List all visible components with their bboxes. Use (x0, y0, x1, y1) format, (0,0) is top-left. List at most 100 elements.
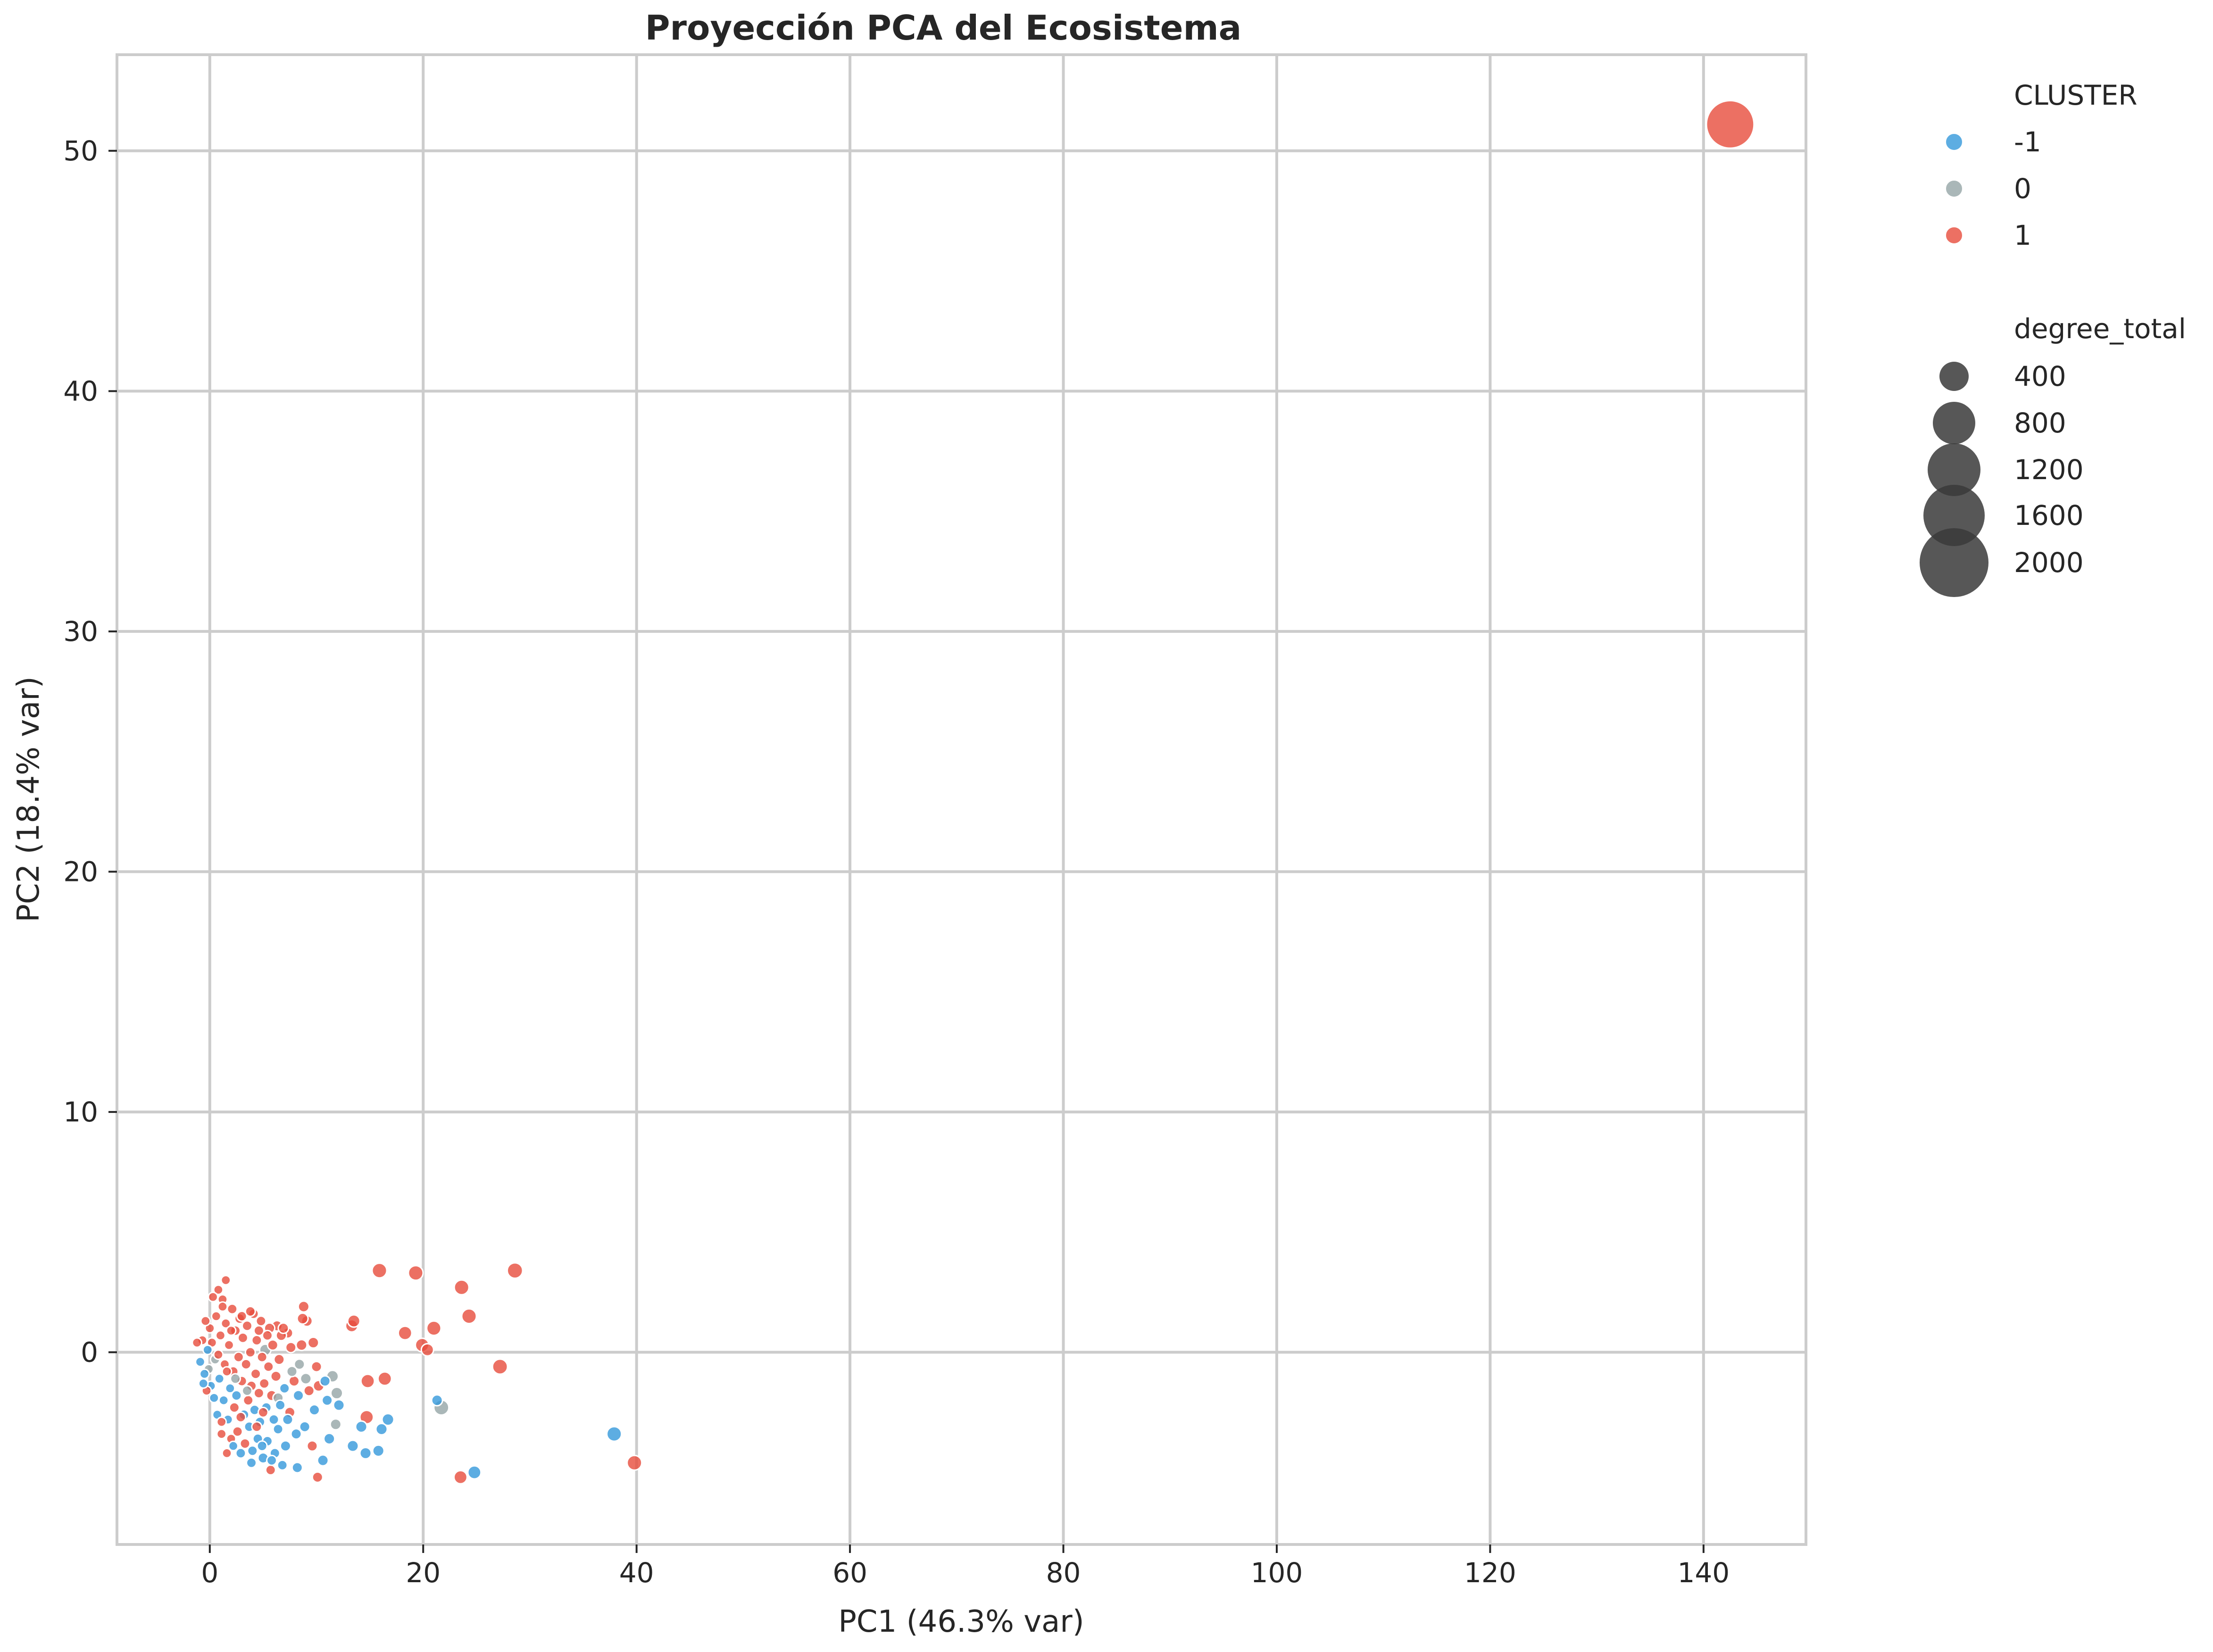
data-point (213, 1349, 224, 1360)
data-point (408, 1265, 424, 1281)
legend-size-marker (1920, 528, 1988, 597)
data-point (241, 1385, 253, 1396)
y-axis-ticks: 0 10 20 30 40 50 (63, 135, 117, 1368)
x-tick-label: 40 (619, 1557, 654, 1589)
data-point (308, 1404, 320, 1416)
y-axis-label: PC2 (18.4% var) (11, 676, 46, 922)
data-point (235, 1411, 247, 1423)
x-tick-label: 80 (1046, 1557, 1081, 1589)
data-point (506, 1262, 524, 1279)
data-point (231, 1390, 242, 1402)
legend-size-item: 800 (1933, 402, 2066, 444)
data-point (241, 1320, 253, 1332)
data-point (329, 1418, 342, 1431)
y-tick-label: 30 (63, 615, 98, 648)
data-point (323, 1432, 336, 1445)
data-point (285, 1341, 297, 1353)
legend-hue-item: -1 (1945, 126, 2041, 158)
data-point (224, 1339, 234, 1351)
data-point (453, 1469, 468, 1485)
data-point (377, 1371, 392, 1386)
data-point (275, 1399, 286, 1411)
legend-size-marker (1928, 443, 1980, 496)
data-point (307, 1336, 320, 1349)
data-point (266, 1339, 279, 1351)
legend-size-marker (1939, 362, 1969, 391)
data-point (291, 1461, 303, 1474)
data-point (311, 1471, 324, 1483)
legend-hue-label: -1 (2014, 126, 2041, 158)
data-point (191, 1337, 203, 1348)
legend-size-item: 400 (1939, 360, 2066, 392)
data-point (225, 1325, 237, 1336)
data-point (220, 1318, 232, 1329)
data-point (431, 1394, 443, 1407)
y-tick-label: 0 (81, 1336, 98, 1368)
data-point (236, 1311, 248, 1322)
data-point (265, 1464, 276, 1476)
data-point (251, 1334, 263, 1346)
data-point (270, 1370, 282, 1382)
data-point (277, 1322, 290, 1334)
data-points (191, 100, 1755, 1485)
data-point (333, 1399, 345, 1411)
data-point (300, 1372, 312, 1385)
data-point (299, 1420, 311, 1433)
data-point (397, 1325, 413, 1341)
data-point (306, 1440, 318, 1452)
data-point (296, 1312, 309, 1325)
data-point (253, 1325, 265, 1337)
legend: CLUSTER degree_total -1 0 1 400 800 1200 1600… (1920, 79, 2186, 597)
data-point (319, 1375, 331, 1387)
legend-size-label: 800 (2014, 407, 2066, 439)
data-point (208, 1291, 218, 1303)
data-point (286, 1365, 298, 1378)
data-point (1706, 100, 1755, 149)
data-point (288, 1375, 300, 1387)
data-point (262, 1329, 273, 1341)
data-point (282, 1413, 294, 1426)
data-point (240, 1358, 252, 1370)
x-tick-label: 20 (406, 1557, 441, 1589)
data-point (195, 1356, 206, 1368)
data-point (213, 1284, 224, 1295)
legend-hue-label: 1 (2014, 219, 2031, 251)
legend-hue-title: CLUSTER (2014, 79, 2138, 111)
y-tick-label: 40 (63, 375, 98, 407)
legend-size-marker (1923, 485, 1985, 546)
legend-size-item: 2000 (1920, 528, 2084, 597)
x-axis-label: PC1 (46.3% var) (838, 1604, 1084, 1639)
legend-size-title: degree_total (2014, 313, 2186, 345)
data-point (216, 1416, 227, 1428)
data-point (208, 1392, 220, 1403)
data-point (606, 1426, 623, 1442)
data-point (225, 1383, 236, 1394)
data-point (258, 1378, 270, 1389)
data-point (279, 1440, 291, 1452)
y-tick-label: 50 (63, 135, 98, 167)
legend-size-label: 400 (2014, 360, 2066, 392)
data-point (295, 1339, 308, 1352)
data-point (211, 1311, 222, 1322)
data-point (198, 1378, 209, 1389)
data-point (381, 1413, 395, 1427)
legend-size-label: 1200 (2014, 454, 2084, 486)
legend-hue-marker (1945, 180, 1963, 198)
legend-hue-item: 1 (1945, 219, 2031, 251)
data-point (235, 1447, 247, 1459)
data-point (375, 1422, 388, 1436)
data-point (256, 1440, 268, 1452)
legend-hue-marker (1945, 133, 1963, 151)
data-point (250, 1368, 262, 1380)
data-point (230, 1373, 241, 1385)
data-point (244, 1305, 256, 1317)
data-point (214, 1373, 225, 1384)
data-point (257, 1406, 269, 1418)
data-point (626, 1454, 643, 1471)
data-point (268, 1414, 280, 1425)
data-point (346, 1439, 359, 1453)
data-point (217, 1301, 228, 1312)
data-point (247, 1445, 258, 1457)
legend-size-label: 1600 (2014, 499, 2084, 531)
